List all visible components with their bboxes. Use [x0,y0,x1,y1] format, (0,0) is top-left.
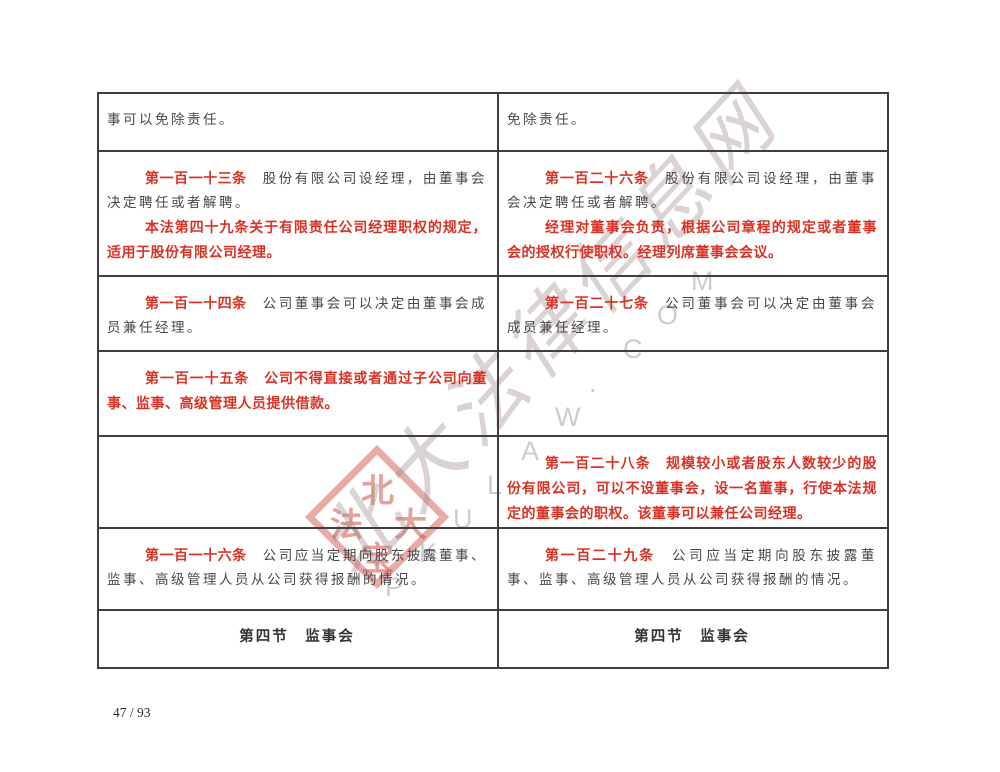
paragraph: 第一百二十八条 规模较小或者股东人数较少的股份有限公司，可以不设董事会，设一名董… [507,451,877,526]
revised-text: 第一百二十九条 [545,547,655,563]
table-cell-left-row1: 事可以免除责任。 [99,94,499,150]
article-text: 股份有限公司设经理，由董事会决定聘任或者解聘。 [107,171,488,210]
page-number: 47 / 93 [113,705,151,720]
paragraph: 第一百二十六条 股份有限公司设经理，由董事会决定聘任或者解聘。 [507,166,877,215]
table-cell-right-row5: 第一百二十八条 规模较小或者股东人数较少的股份有限公司，可以不设董事会，设一名董… [499,437,887,527]
table-cell-right-row3: 第一百二十七条 公司董事会可以决定由董事会成员兼任经理。 [499,277,887,350]
article-text: 公司应当定期向股东披露董事、监事、高级管理人员从公司获得报酬的情况。 [107,548,488,587]
paragraph: 第一百一十四条 公司董事会可以决定由董事会成员兼任经理。 [107,291,487,340]
revised-text: 第一百一十六条 [145,547,247,563]
law-comparison-table: 事可以免除责任。 免除责任。第一百一十三条 股份有限公司设经理，由董事会决定聘任或… [97,92,889,669]
article-text: 股份有限公司设经理，由董事会决定聘任或者解聘。 [507,171,878,210]
table-cell-left-row7: 第四节 监事会 [99,611,499,667]
article-text: 公司董事会可以决定由董事会成员兼任经理。 [507,296,878,335]
table-cell-right-row6: 第一百二十九条 公司应当定期向股东披露董事、监事、高级管理人员从公司获得报酬的情… [499,529,887,609]
article-text: 公司董事会可以决定由董事会成员兼任经理。 [107,296,488,335]
paragraph: 事可以免除责任。 [107,108,487,132]
table-row-5: 第一百二十八条 规模较小或者股东人数较少的股份有限公司，可以不设董事会，设一名董… [99,437,887,529]
article-text: 事可以免除责任。 [107,112,235,127]
table-cell-left-row2: 第一百一十三条 股份有限公司设经理，由董事会决定聘任或者解聘。 本法第四十九条关于… [99,152,499,275]
table-row-2: 第一百一十三条 股份有限公司设经理，由董事会决定聘任或者解聘。 本法第四十九条关于… [99,152,887,277]
table-row-4: 第一百一十五条 公司不得直接或者通过子公司向董事、监事、高级管理人员提供借款。 [99,352,887,437]
table-row-7: 第四节 监事会 第四节 监事会 [99,611,887,667]
table-cell-left-row5 [99,437,499,527]
table-cell-left-row6: 第一百一十六条 公司应当定期向股东披露董事、监事、高级管理人员从公司获得报酬的情… [99,529,499,609]
table-cell-right-row4 [499,352,887,435]
paragraph: 第一百一十三条 股份有限公司设经理，由董事会决定聘任或者解聘。 [107,166,487,215]
table-row-1: 事可以免除责任。 免除责任。 [99,94,887,152]
paragraph: 第一百一十五条 公司不得直接或者通过子公司向董事、监事、高级管理人员提供借款。 [107,366,487,416]
table-cell-left-row3: 第一百一十四条 公司董事会可以决定由董事会成员兼任经理。 [99,277,499,350]
table-cell-right-row2: 第一百二十六条 股份有限公司设经理，由董事会决定聘任或者解聘。 经理对董事会负责，… [499,152,887,275]
article-text: 第四节 监事会 [239,629,355,645]
table-cell-left-row4: 第一百一十五条 公司不得直接或者通过子公司向董事、监事、高级管理人员提供借款。 [99,352,499,435]
revised-text: 本法第四十九条关于有限责任公司经理职权的规定，适用于股份有限公司经理。 [107,219,487,260]
table-row-3: 第一百一十四条 公司董事会可以决定由董事会成员兼任经理。 第一百二十七条 公司董事… [99,277,887,352]
paragraph: 第四节 监事会 [107,625,487,649]
revised-text: 第一百二十七条 [545,295,649,311]
paragraph: 经理对董事会负责，根据公司章程的规定或者董事会的授权行使职权。经理列席董事会会议… [507,215,877,265]
paragraph: 第四节 监事会 [507,625,877,649]
revised-text: 第一百一十五条 公司不得直接或者通过子公司向董事、监事、高级管理人员提供借款。 [107,370,487,411]
article-text: 第四节 监事会 [634,629,750,645]
article-text: 公司应当定期向股东披露董事、监事、高级管理人员从公司获得报酬的情况。 [507,548,878,587]
revised-text: 第一百二十八条 规模较小或者股东人数较少的股份有限公司，可以不设董事会，设一名董… [507,455,877,521]
table-row-6: 第一百一十六条 公司应当定期向股东披露董事、监事、高级管理人员从公司获得报酬的情… [99,529,887,611]
revised-text: 第一百一十四条 [145,295,247,311]
paragraph: 本法第四十九条关于有限责任公司经理职权的规定，适用于股份有限公司经理。 [107,215,487,265]
table-cell-right-row1: 免除责任。 [499,94,887,150]
revised-text: 经理对董事会负责，根据公司章程的规定或者董事会的授权行使职权。经理列席董事会会议… [507,219,877,260]
paragraph: 第一百一十六条 公司应当定期向股东披露董事、监事、高级管理人员从公司获得报酬的情… [107,543,487,592]
paragraph: 第一百二十七条 公司董事会可以决定由董事会成员兼任经理。 [507,291,877,340]
paragraph: 第一百二十九条 公司应当定期向股东披露董事、监事、高级管理人员从公司获得报酬的情… [507,543,877,592]
paragraph: 免除责任。 [507,108,877,132]
article-text: 免除责任。 [507,112,587,127]
revised-text: 第一百二十六条 [545,170,649,186]
revised-text: 第一百一十三条 [145,170,247,186]
table-cell-right-row7: 第四节 监事会 [499,611,887,667]
